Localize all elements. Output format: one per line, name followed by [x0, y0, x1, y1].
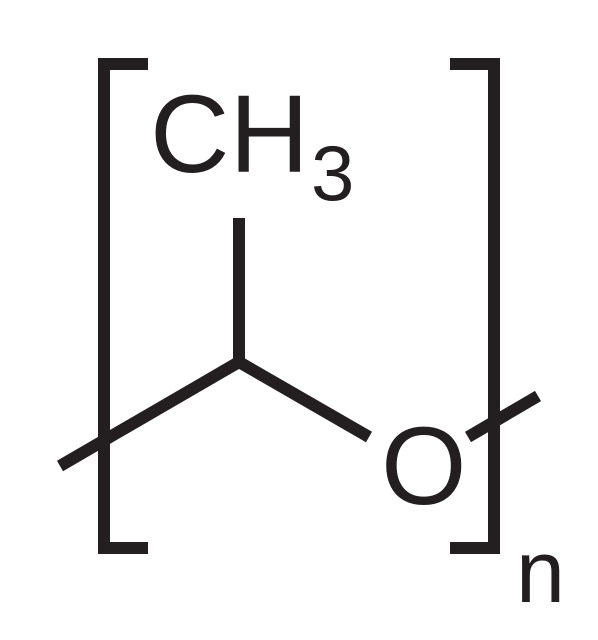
bond-3	[468, 396, 538, 437]
label-n: n	[516, 522, 565, 621]
bond-2	[239, 362, 369, 437]
label-O: O	[381, 405, 467, 528]
label-CH3-sub: 3	[311, 129, 354, 217]
polymer-structure-diagram: CH3 On	[0, 0, 598, 640]
label-CH: CH	[150, 73, 309, 196]
bond-1	[60, 362, 239, 466]
